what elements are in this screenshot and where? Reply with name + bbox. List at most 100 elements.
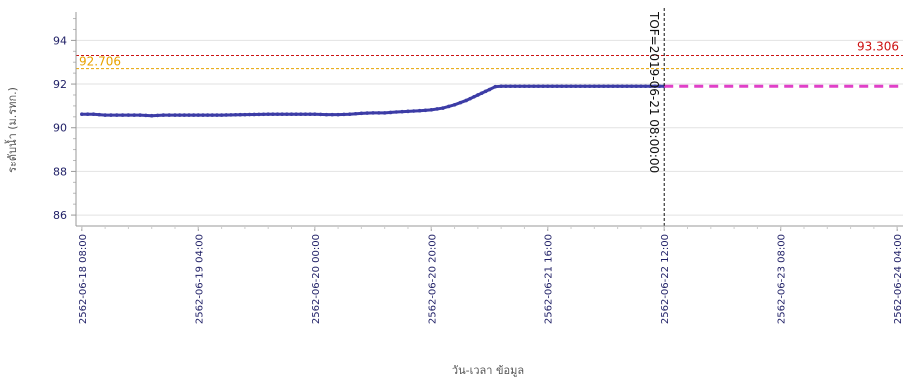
data-point: [219, 113, 224, 117]
data-point: [536, 84, 541, 89]
data-point: [187, 113, 191, 117]
data-point: [359, 111, 364, 116]
data-point: [303, 112, 308, 116]
data-point: [353, 111, 358, 116]
data-point: [573, 84, 578, 89]
data-point: [458, 100, 463, 105]
gridlines: [76, 39, 903, 216]
data-point: [601, 84, 606, 89]
y-tick-label: 92: [53, 78, 67, 91]
data-point: [191, 113, 196, 117]
data-point: [243, 112, 247, 117]
data-point: [499, 84, 503, 89]
x-tick-label: 2562-06-20 00:00: [311, 234, 322, 324]
data-point: [109, 113, 113, 117]
data-point: [452, 103, 457, 107]
data-point: [388, 110, 393, 115]
data-point: [80, 112, 84, 116]
data-point: [625, 84, 629, 89]
data-point: [271, 112, 275, 116]
data-point: [648, 84, 653, 89]
data-point: [606, 84, 611, 89]
data-point: [583, 84, 587, 89]
data-point: [634, 84, 639, 89]
data-point: [559, 84, 564, 89]
data-point: [493, 84, 498, 89]
data-point: [487, 87, 492, 92]
y-axis-title: ระดับน้ำ (ม.รทก.): [4, 87, 19, 173]
data-point: [611, 84, 615, 89]
data-point: [149, 113, 154, 118]
data-point: [210, 113, 215, 117]
x-tick-label: 2562-06-21 16:00: [544, 234, 555, 324]
data-point: [615, 84, 620, 89]
data-point: [114, 113, 119, 117]
data-point: [252, 112, 257, 117]
data-point: [406, 109, 410, 114]
data-point: [201, 113, 205, 117]
y-tick-label: 90: [53, 122, 67, 135]
data-point: [569, 84, 573, 89]
data-point: [555, 84, 559, 89]
data-point: [138, 113, 142, 117]
data-point: [182, 113, 187, 117]
data-point: [318, 112, 323, 117]
data-point: [411, 109, 416, 113]
data-point: [308, 112, 312, 116]
data-point: [161, 113, 166, 117]
data-point: [464, 98, 469, 103]
data-point: [91, 112, 96, 116]
tof-marker-label: TOF=2019-06-21 08:00:00: [647, 11, 661, 173]
data-point: [229, 113, 233, 117]
data-point: [155, 113, 160, 118]
data-point: [97, 112, 102, 117]
reference-label: 93.306: [857, 40, 899, 54]
data-point: [513, 84, 517, 89]
x-tick-label: 2562-06-20 20:00: [427, 234, 438, 324]
data-point: [587, 84, 592, 89]
y-tick-label: 94: [53, 34, 67, 47]
data-point: [508, 84, 513, 89]
data-point: [657, 84, 662, 89]
data-point: [400, 109, 404, 114]
data-point: [196, 113, 201, 117]
data-point: [517, 84, 522, 89]
data-point: [578, 84, 583, 89]
axes: [71, 12, 903, 231]
data-point: [177, 113, 182, 117]
data-point: [382, 111, 387, 115]
data-point: [483, 89, 488, 94]
x-tick-label: 2562-06-22 12:00: [660, 234, 671, 324]
data-point: [289, 112, 294, 116]
x-tick-label: 2562-06-18 08:00: [78, 234, 89, 324]
data-point: [527, 84, 531, 89]
x-tick-label: 2562-06-23 08:00: [777, 234, 788, 324]
data-point: [336, 112, 340, 117]
data-point: [472, 94, 476, 99]
data-point: [85, 112, 90, 116]
data-point: [247, 112, 252, 117]
data-point: [541, 84, 545, 89]
y-tick-label: 86: [53, 209, 67, 222]
data-point: [261, 112, 266, 117]
data-point: [233, 113, 238, 117]
data-point: [215, 113, 219, 117]
data-point: [479, 91, 484, 95]
data-point: [371, 111, 375, 115]
data-point: [173, 113, 177, 117]
data-point: [620, 84, 625, 89]
data-point: [429, 108, 434, 112]
data-point: [417, 108, 422, 113]
data-point: [531, 84, 536, 89]
data-point: [224, 113, 229, 117]
data-point: [394, 110, 399, 114]
tick-labels: 86 88 90 92 94 2562-06-18 08:00 2562-06-19 04:…: [53, 34, 903, 324]
data-point: [257, 112, 261, 117]
data-point: [266, 112, 270, 116]
data-point: [342, 112, 346, 117]
data-point: [504, 84, 508, 89]
data-point: [299, 112, 303, 116]
reference-label: 92.706: [79, 55, 121, 69]
data-point: [423, 108, 428, 113]
